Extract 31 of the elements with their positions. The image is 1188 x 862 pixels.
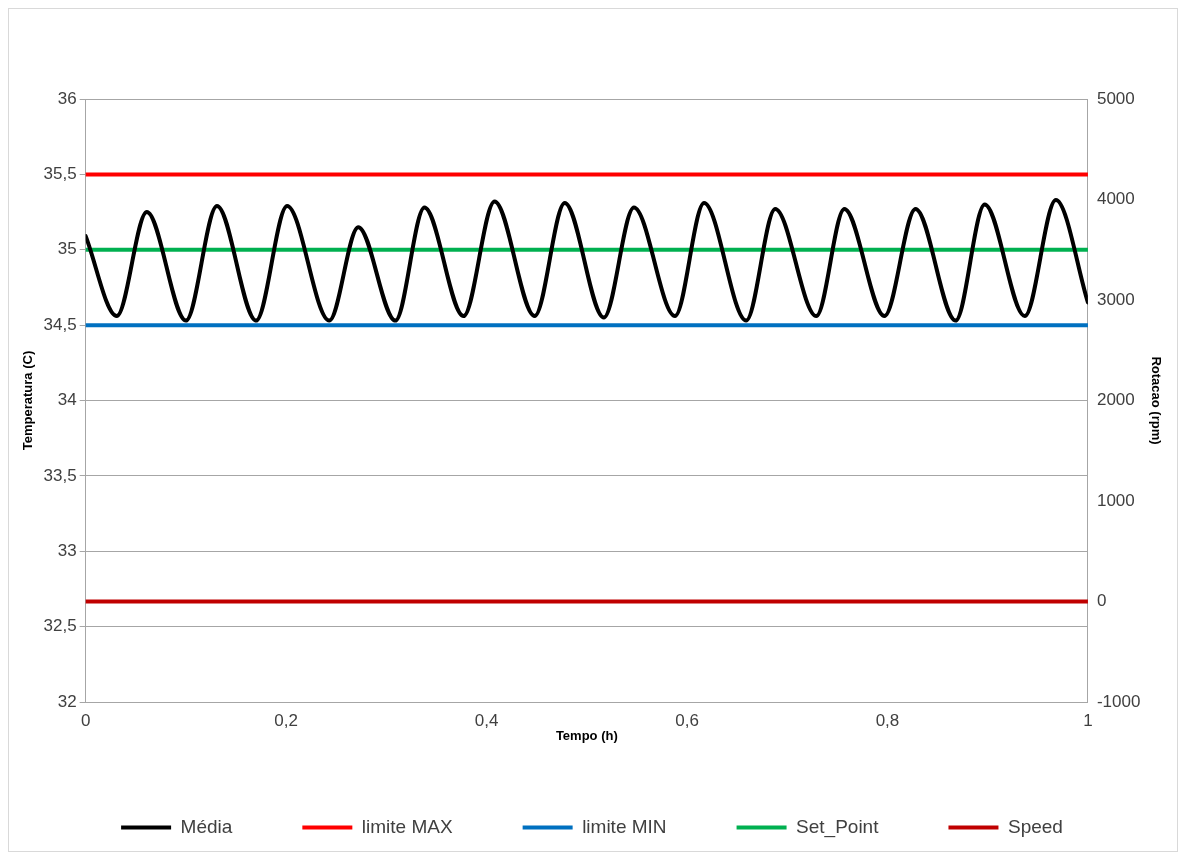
y-tick-label: 35 [57,239,77,259]
y2-tick-label: -1000 [1096,691,1141,711]
y-tick-label: 36 [57,88,77,108]
y-tick-label: 35,5 [43,164,77,184]
x-tick-label: 0,6 [675,710,699,730]
y-tick-label: 33,5 [43,465,77,485]
legend-label: limite MIN [582,815,667,837]
legend-label: Média [180,815,233,837]
x-tick-label: 0,2 [274,710,298,730]
y-tick-label: 34 [57,390,77,410]
y2-tick-label: 4000 [1096,189,1135,209]
y2-tick-label: 1000 [1096,490,1135,510]
x-tick-label: 0,8 [875,710,900,730]
y-tick-label: 32 [57,691,77,711]
x-tick-label: 0,4 [474,710,499,730]
x-axis-title: Tempo (h) [555,727,618,743]
y2-tick-label: 0 [1096,591,1107,611]
legend-label: limite MAX [361,815,453,837]
y-tick-label: 34,5 [43,314,77,334]
y2-tick-label: 5000 [1096,88,1135,108]
y-tick-label: 33 [57,540,77,560]
x-tick-label: 0 [80,710,91,730]
line-series [85,198,1088,323]
y2-tick-label: 3000 [1096,289,1135,309]
y2-axis-title: Rotacao (rpm) [1148,356,1164,445]
legend-label: Speed [1007,815,1063,837]
y-tick-label: 32,5 [43,616,77,636]
legend-label: Set_Point [796,815,880,838]
y-axis-title: Temperatura (C) [20,350,36,451]
y2-tick-label: 2000 [1096,390,1135,410]
x-tick-label: 1 [1083,710,1093,730]
